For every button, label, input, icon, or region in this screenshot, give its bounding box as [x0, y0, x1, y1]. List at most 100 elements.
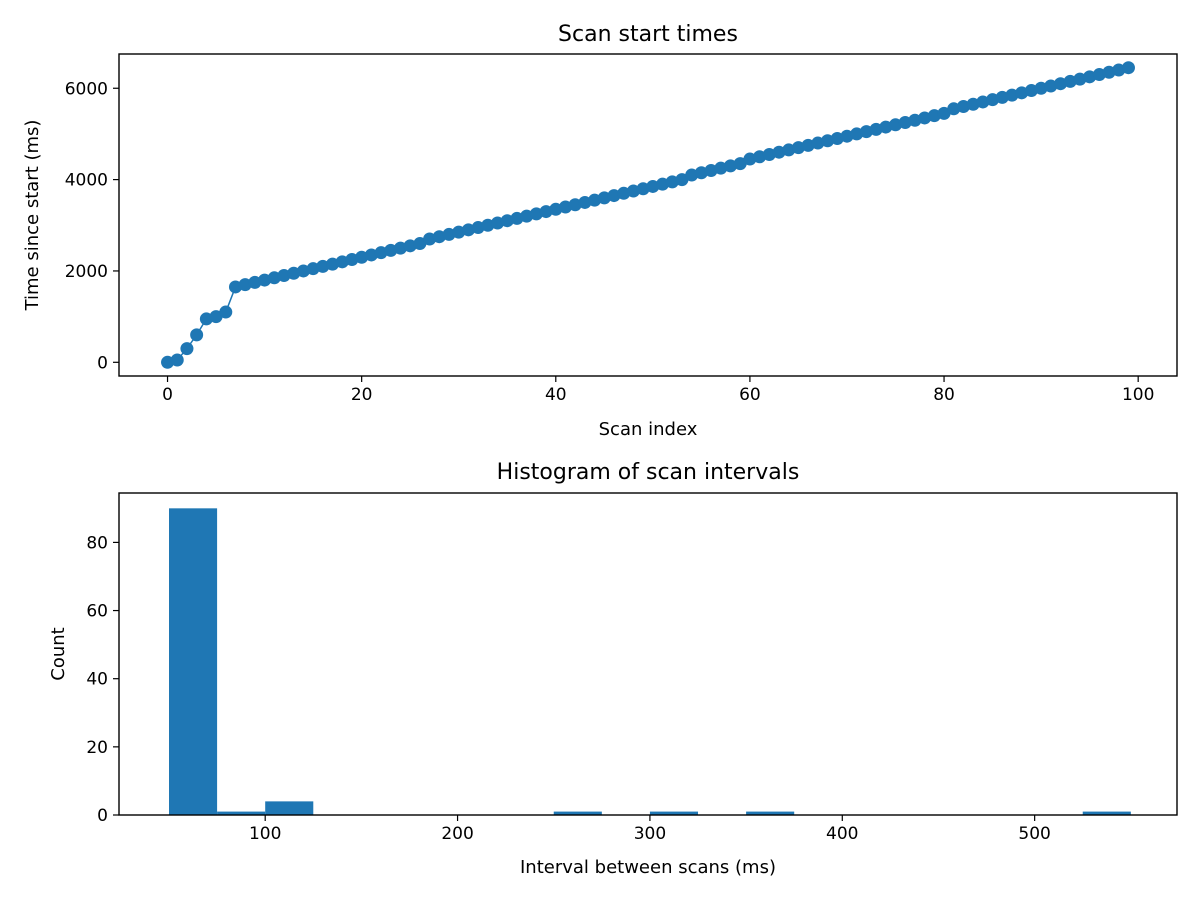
data-point [976, 95, 990, 109]
histogram-bar [1082, 811, 1131, 815]
data-point [1044, 79, 1058, 93]
histogram-bar [553, 811, 602, 815]
x-tick-label: 80 [933, 385, 955, 405]
data-point [889, 118, 903, 132]
x-tick-label: 0 [162, 385, 173, 405]
data-point [199, 312, 213, 326]
data-point [549, 202, 563, 216]
x-tick-label: 400 [826, 824, 858, 844]
data-point [306, 262, 320, 276]
data-point [636, 182, 650, 196]
data-point [219, 305, 233, 319]
data-point [1024, 84, 1038, 98]
data-point [956, 100, 970, 114]
data-point [1005, 88, 1019, 102]
x-tick-label: 40 [545, 385, 567, 405]
data-point [656, 177, 670, 191]
histogram-bar [265, 801, 314, 815]
data-point [500, 214, 514, 228]
data-marks [161, 61, 1135, 369]
data-point [161, 355, 175, 369]
y-tick-label: 0 [97, 806, 108, 826]
data-point [869, 122, 883, 136]
chart-title: Histogram of scan intervals [497, 460, 800, 485]
data-point [364, 248, 378, 262]
data-point [461, 223, 475, 237]
data-point [927, 109, 941, 123]
data-point [1054, 77, 1068, 91]
data-point [675, 173, 689, 187]
histogram-bar [169, 508, 218, 815]
data-point [248, 275, 262, 289]
data-point [986, 93, 1000, 107]
data-point [617, 186, 631, 200]
data-point [665, 175, 679, 189]
data-point [597, 191, 611, 205]
histogram-bar [746, 811, 795, 815]
data-point [228, 280, 242, 294]
data-point [753, 150, 767, 164]
data-point [539, 205, 553, 219]
data-point [345, 253, 359, 267]
y-tick-label: 60 [86, 602, 108, 622]
y-tick-label: 6000 [65, 79, 108, 99]
data-point [1083, 70, 1097, 84]
x-tick-label: 100 [249, 824, 281, 844]
data-point [685, 168, 699, 182]
data-point [626, 184, 640, 198]
data-point [442, 227, 456, 241]
y-tick-label: 40 [86, 670, 108, 690]
axis-ticks: 100 200 300 400 500 0 20 40 60 80 [86, 533, 1051, 844]
data-point [393, 241, 407, 255]
data-point [258, 273, 272, 287]
axis-ticks: 0 20 40 60 80 100 0 2000 4000 6000 [65, 79, 1155, 405]
data-point [714, 161, 728, 175]
scan-interval-histogram: Histogram of scan intervals Interval bet… [48, 460, 1178, 878]
y-tick-label: 4000 [65, 171, 108, 191]
data-point [209, 310, 223, 324]
data-point [1102, 65, 1116, 79]
data-point [821, 134, 835, 148]
data-point [481, 218, 495, 232]
data-point [791, 141, 805, 155]
data-point [782, 143, 796, 157]
data-point [995, 90, 1009, 104]
data-point [335, 255, 349, 269]
data-point [578, 195, 592, 209]
data-point [588, 193, 602, 207]
data-point [277, 269, 291, 283]
data-point [898, 116, 912, 130]
data-point [937, 106, 951, 120]
y-tick-label: 80 [86, 533, 108, 553]
data-point [1112, 63, 1126, 77]
data-point [452, 225, 466, 239]
data-point [850, 127, 864, 141]
data-marks [169, 508, 1131, 815]
data-point [267, 271, 281, 285]
x-tick-label: 100 [1122, 385, 1154, 405]
y-axis-label: Time since start (ms) [22, 120, 43, 312]
x-tick-label: 500 [1018, 824, 1050, 844]
data-point [423, 232, 437, 246]
x-tick-label: 200 [441, 824, 473, 844]
data-point [918, 111, 932, 125]
plot-frame [118, 492, 1178, 816]
data-point [879, 120, 893, 134]
data-point [190, 328, 204, 342]
data-point [1034, 81, 1048, 95]
data-point [238, 278, 252, 292]
data-point [403, 239, 417, 253]
data-point [733, 157, 747, 171]
data-point [947, 102, 961, 116]
data-point [724, 159, 737, 173]
plot-frame [118, 53, 1178, 377]
data-point [316, 259, 330, 273]
x-tick-label: 20 [351, 385, 373, 405]
y-tick-label: 20 [86, 738, 108, 758]
histogram-bar [649, 811, 699, 815]
data-point [384, 243, 398, 257]
data-point [170, 353, 184, 367]
data-point [413, 237, 427, 251]
data-point [491, 216, 505, 230]
